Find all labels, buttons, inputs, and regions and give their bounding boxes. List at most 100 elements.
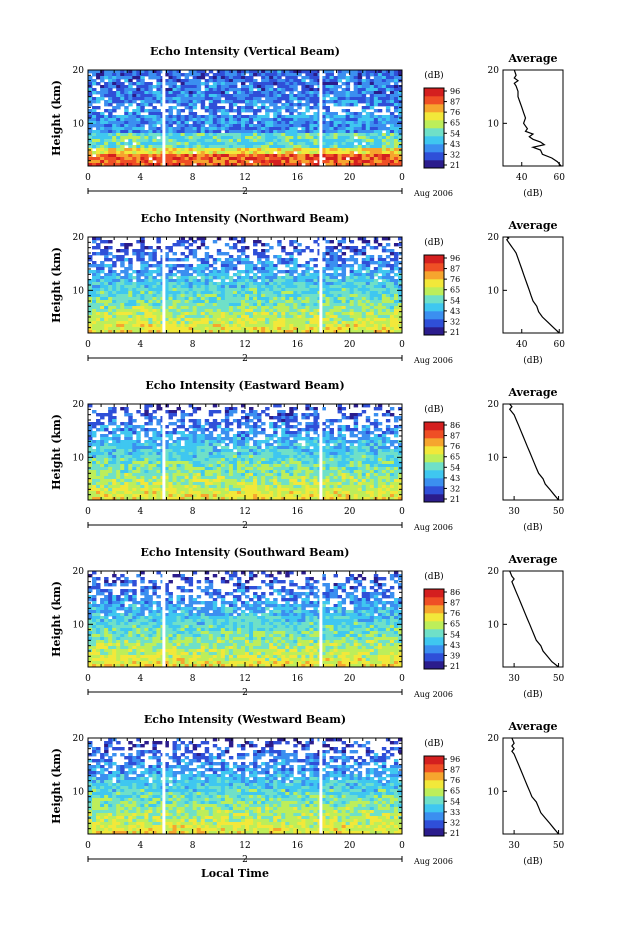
- heatmap-cell: [301, 91, 305, 94]
- heatmap-cell: [140, 157, 144, 160]
- heatmap-cell: [193, 106, 197, 109]
- heatmap-cell: [338, 428, 342, 431]
- heatmap-cell: [209, 103, 213, 106]
- heatmap-cell: [249, 285, 253, 288]
- heatmap-cell: [144, 157, 148, 160]
- heatmap-cell: [213, 118, 217, 121]
- heatmap-cell: [229, 267, 233, 270]
- heatmap-cell: [281, 285, 285, 288]
- heatmap-cell: [229, 288, 233, 291]
- heatmap-cell: [148, 70, 152, 73]
- heatmap-cell: [144, 321, 148, 324]
- heatmap-cell: [346, 297, 350, 300]
- heatmap-cell: [197, 294, 201, 297]
- heatmap-cell: [108, 112, 112, 115]
- heatmap-cell: [281, 318, 285, 321]
- heatmap-cell: [209, 413, 213, 416]
- heatmap-cell: [152, 282, 156, 285]
- heatmap-cell: [189, 154, 193, 157]
- heatmap-cell: [104, 76, 108, 79]
- heatmap-cell: [285, 85, 289, 88]
- heatmap-cell: [390, 300, 394, 303]
- heatmap-cell: [177, 148, 181, 151]
- heatmap-cell: [370, 303, 374, 306]
- heatmap-cell: [366, 139, 370, 142]
- heatmap-cell: [152, 312, 156, 315]
- heatmap-cell: [261, 410, 265, 413]
- heatmap-cell: [326, 91, 330, 94]
- heatmap-cell: [249, 94, 253, 97]
- heatmap-cell: [173, 88, 177, 91]
- heatmap-cell: [120, 312, 124, 315]
- heatmap-cell: [132, 88, 136, 91]
- heatmap-cell: [273, 306, 277, 309]
- heatmap-cell: [354, 124, 358, 127]
- heatmap-cell: [394, 133, 398, 136]
- heatmap-cell: [358, 431, 362, 434]
- heatmap-cell: [156, 121, 160, 124]
- heatmap-cell: [245, 303, 249, 306]
- heatmap-cell: [301, 309, 305, 312]
- heatmap-cell: [257, 82, 261, 85]
- heatmap-cell: [96, 139, 100, 142]
- heatmap-cell: [245, 288, 249, 291]
- heatmap-cell: [394, 100, 398, 103]
- heatmap-cell: [374, 300, 378, 303]
- heatmap-cell: [305, 133, 309, 136]
- heatmap-cell: [116, 73, 120, 76]
- heatmap-cell: [301, 270, 305, 273]
- heatmap-cell: [217, 297, 221, 300]
- heatmap-cell: [346, 294, 350, 297]
- heatmap-cell: [386, 324, 390, 327]
- heatmap-cell: [132, 154, 136, 157]
- heatmap-cell: [326, 276, 330, 279]
- heatmap-cell: [354, 288, 358, 291]
- heatmap-cell: [382, 321, 386, 324]
- heatmap-cell: [229, 109, 233, 112]
- heatmap-cell: [197, 139, 201, 142]
- heatmap-cell: [193, 157, 197, 160]
- heatmap-cell: [233, 97, 237, 100]
- heatmap-cell: [205, 139, 209, 142]
- heatmap-cell: [370, 70, 374, 73]
- heatmap-cell: [394, 279, 398, 282]
- heatmap-cell: [197, 133, 201, 136]
- heatmap-cell: [201, 82, 205, 85]
- heatmap-cell: [305, 124, 309, 127]
- heatmap-cell: [112, 118, 116, 121]
- heatmap-cell: [334, 88, 338, 91]
- heatmap-cell: [152, 306, 156, 309]
- heatmap-cell: [177, 127, 181, 130]
- heatmap-cell: [100, 300, 104, 303]
- heatmap-cell: [132, 303, 136, 306]
- heatmap-cell: [104, 425, 108, 428]
- heatmap-cell: [289, 97, 293, 100]
- heatmap-cell: [112, 434, 116, 437]
- heatmap-cell: [169, 79, 173, 82]
- heatmap-cell: [104, 282, 108, 285]
- heatmap-cell: [193, 270, 197, 273]
- heatmap-cell: [201, 243, 205, 246]
- heatmap-cell: [189, 88, 193, 91]
- heatmap-cell: [237, 327, 241, 330]
- avg-x-tick-label: 60: [554, 340, 566, 350]
- heatmap-cell: [197, 157, 201, 160]
- heatmap-cell: [265, 85, 269, 88]
- heatmap-cell: [350, 294, 354, 297]
- heatmap-cell: [249, 82, 253, 85]
- heatmap-cell: [277, 118, 281, 121]
- heatmap-cell: [326, 124, 330, 127]
- heatmap-cell: [173, 127, 177, 130]
- heatmap-cell: [342, 121, 346, 124]
- heatmap-cell: [144, 267, 148, 270]
- heatmap-cell: [370, 321, 374, 324]
- heatmap-cell: [350, 139, 354, 142]
- heatmap-cell: [104, 309, 108, 312]
- heatmap-cell: [354, 85, 358, 88]
- heatmap-cell: [233, 279, 237, 282]
- heatmap-cell: [96, 237, 100, 240]
- heatmap-cell: [225, 139, 229, 142]
- heatmap-cell: [177, 145, 181, 148]
- heatmap-cell: [338, 288, 342, 291]
- heatmap-cell: [148, 82, 152, 85]
